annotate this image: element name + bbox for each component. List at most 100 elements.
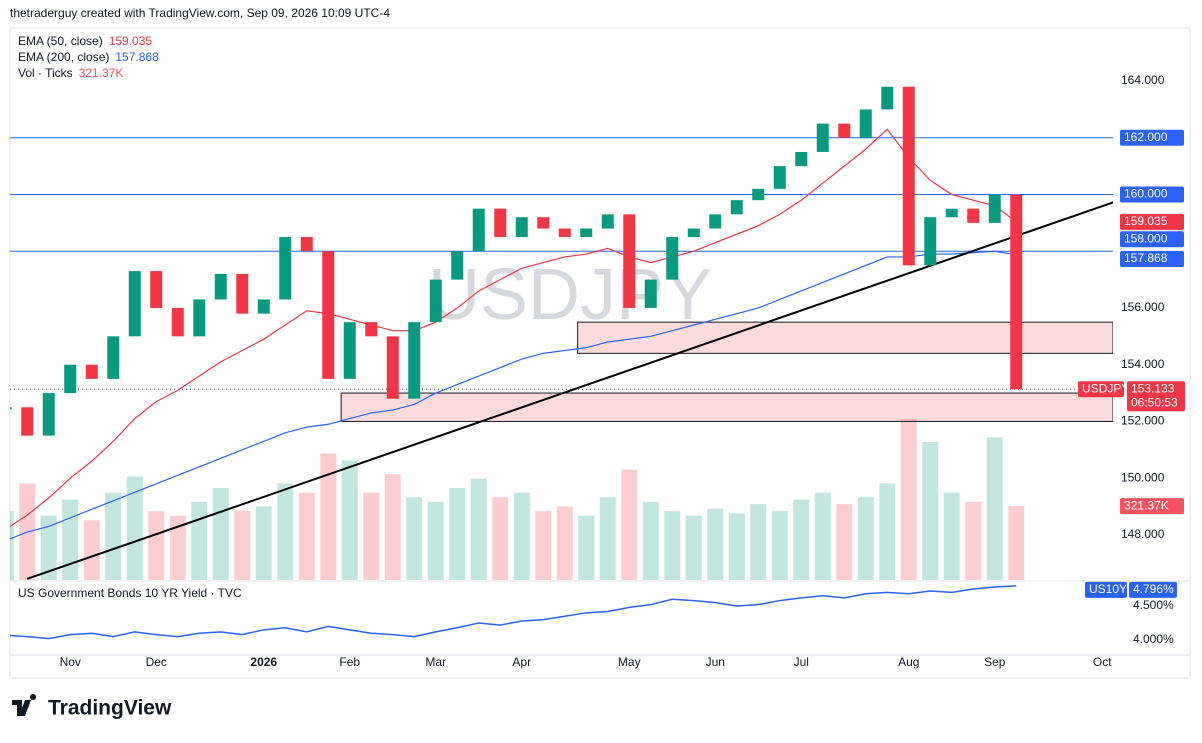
- symbol-box: [1078, 381, 1124, 398]
- volume-bar: [298, 492, 315, 580]
- level-label: 162.000: [1124, 130, 1168, 144]
- volume-bar: [191, 501, 208, 580]
- volume-bar: [943, 492, 960, 580]
- y-tick-label: 164.000: [1121, 73, 1165, 87]
- yield-last-label: 4.796%: [1133, 582, 1174, 596]
- pane-title: US Government Bonds 10 YR Yield · TVC: [18, 586, 242, 600]
- candle: [451, 251, 464, 280]
- ema-line: [10, 250, 1017, 540]
- candle: [752, 188, 765, 201]
- candle: [795, 151, 808, 167]
- y-tick-label: 148.000: [1121, 527, 1165, 541]
- volume-bar: [341, 460, 358, 580]
- candle: [257, 299, 270, 314]
- volume-bar: [10, 511, 14, 580]
- candle: [322, 251, 335, 379]
- candle: [924, 217, 937, 266]
- level-box: [1120, 186, 1184, 203]
- yield-symbol-box: [1085, 581, 1127, 598]
- legend-name: EMA (50, close): [18, 34, 103, 48]
- volume-bar: [277, 483, 294, 580]
- x-tick-label: May: [618, 655, 641, 669]
- volume-bar: [449, 488, 466, 580]
- level-label: 158.000: [1124, 231, 1168, 245]
- volume-bar: [320, 453, 337, 580]
- legend-value: 159.035: [109, 34, 153, 48]
- x-tick-label: 2026: [250, 655, 277, 669]
- volume-bar: [664, 511, 681, 580]
- ema200-box: [1120, 250, 1184, 267]
- candle: [85, 364, 98, 379]
- candle: [236, 273, 249, 314]
- candle: [580, 228, 593, 238]
- candle: [945, 208, 958, 218]
- zone: [340, 392, 1113, 422]
- x-tick-label: Sep: [984, 655, 1006, 669]
- ema-line: [10, 128, 1017, 528]
- y2-tick-label: 4.500%: [1133, 598, 1174, 612]
- volume-bar: [148, 511, 165, 580]
- candle: [343, 322, 356, 379]
- candle: [773, 166, 786, 189]
- candle: [429, 279, 442, 323]
- volume-bar: [965, 501, 982, 580]
- candle: [193, 299, 206, 337]
- candle: [601, 214, 614, 229]
- last-price-label: 153.133: [1131, 381, 1175, 395]
- x-tick-label: Oct: [1093, 655, 1112, 669]
- volume-bar: [986, 437, 1003, 580]
- volume-bar: [621, 469, 638, 580]
- volume-bar: [406, 497, 423, 580]
- x-tick-label: Jul: [794, 655, 809, 669]
- candle: [537, 217, 550, 229]
- candle: [902, 86, 915, 266]
- volume-bar: [363, 492, 380, 580]
- level-label: 160.000: [1124, 187, 1168, 201]
- candle: [472, 208, 485, 252]
- volume-bar: [750, 504, 767, 580]
- volume-bar: [922, 442, 939, 580]
- volume-bar: [1008, 506, 1025, 580]
- volume-bar: [814, 492, 831, 580]
- candle: [709, 214, 722, 229]
- volume-bar: [578, 515, 595, 580]
- volume-bar: [105, 492, 122, 580]
- chart-border: [9, 27, 1191, 679]
- logo-text: TradingView: [48, 697, 172, 720]
- volume-bar: [879, 483, 896, 580]
- trendline: [26, 201, 1113, 580]
- candle: [515, 217, 528, 238]
- x-tick-label: Aug: [898, 655, 919, 669]
- candle: [666, 237, 679, 280]
- yield-last-box: [1129, 581, 1177, 598]
- overlay: 148.000 150.000 152.000 154.000 156.000 164.0…: [18, 34, 1185, 669]
- volume-bar: [234, 511, 251, 580]
- level-box: [1120, 129, 1184, 146]
- ema50-label: 159.035: [1124, 214, 1168, 228]
- candle: [128, 271, 141, 337]
- volume-bar: [169, 515, 186, 580]
- candle: [730, 200, 743, 215]
- volume-bar: [62, 499, 79, 580]
- symbol-label: USDJPY: [1082, 381, 1129, 395]
- candle: [687, 228, 700, 238]
- volume-bar: [513, 492, 530, 580]
- x-tick-label: Apr: [512, 655, 531, 669]
- volume-bar: [599, 497, 616, 580]
- candle: [64, 364, 77, 394]
- volume-bar: [707, 508, 724, 580]
- volume-bar: [793, 499, 810, 580]
- x-tick-label: Mar: [425, 655, 446, 669]
- candle: [644, 279, 657, 308]
- logo-icon: [12, 694, 37, 716]
- candle: [21, 407, 34, 436]
- volume-bar: [771, 511, 788, 580]
- candle: [408, 322, 421, 399]
- y-tick-label: 154.000: [1121, 357, 1165, 371]
- last-price-box: [1127, 381, 1185, 398]
- volume-bar: [40, 515, 57, 580]
- footer-logo: TradingView: [12, 694, 172, 720]
- y-tick-label: 152.000: [1121, 414, 1165, 428]
- candle: [10, 407, 12, 410]
